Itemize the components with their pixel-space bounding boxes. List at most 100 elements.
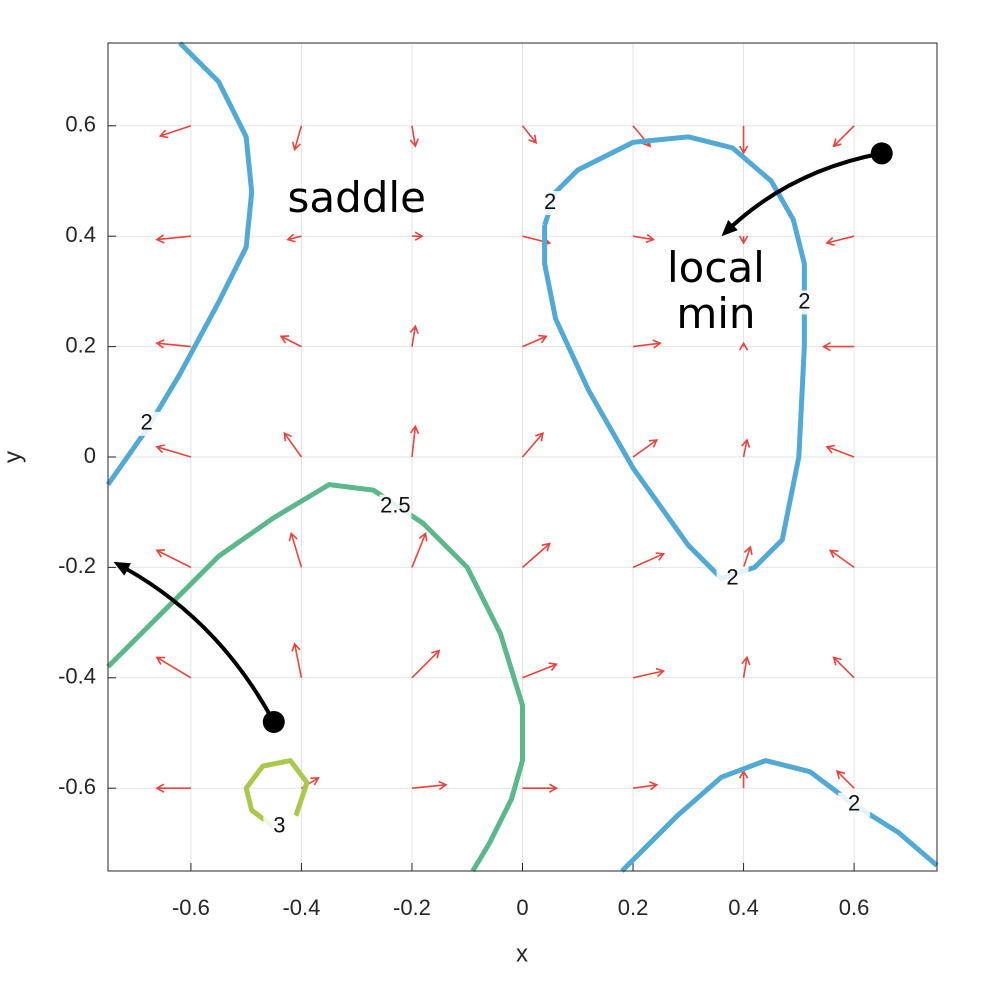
quiver-shaft — [836, 770, 855, 789]
annotation-arrow — [113, 561, 285, 733]
quiver-head — [645, 233, 656, 244]
quiver-head — [409, 138, 419, 148]
quiver-shaft — [411, 784, 447, 789]
quiver-arrow — [738, 341, 749, 351]
quiver-shaft — [521, 432, 544, 458]
annotation-arrow — [721, 142, 893, 237]
x-tick-label: 0.6 — [839, 895, 870, 920]
quiver-shaft — [293, 643, 303, 678]
contour-label: 2 — [141, 410, 153, 435]
plot-frame — [107, 42, 938, 872]
quiver-arrow — [286, 233, 302, 243]
quiver-head — [535, 431, 544, 442]
quiver-shaft — [833, 656, 855, 679]
quiver-arrow — [521, 125, 538, 145]
quiver-head — [741, 655, 751, 666]
quiver-arrow — [409, 125, 419, 148]
quiver-head — [291, 642, 301, 652]
quiver-arrow — [741, 438, 751, 458]
quiver-shaft — [411, 650, 440, 679]
quiver-shaft — [632, 342, 661, 348]
quiver-arrow — [155, 783, 191, 793]
contour-label: 3 — [273, 813, 285, 838]
quiver-head — [648, 439, 659, 448]
y-tick-label: 0.6 — [65, 112, 96, 137]
contour-label-bg — [130, 411, 163, 436]
quiver-shaft — [521, 125, 537, 144]
quiver-head — [738, 341, 749, 351]
quiver-head — [655, 552, 666, 561]
quiver-head — [291, 141, 301, 152]
contour-label: 2 — [798, 288, 810, 313]
quiver-shaft — [742, 439, 748, 458]
x-axis-label: x — [516, 940, 528, 967]
quiver-head — [288, 531, 298, 542]
quiver-arrow — [632, 667, 666, 679]
quiver-shaft — [280, 335, 302, 348]
y-tick-label: 0.4 — [65, 222, 96, 247]
y-tick-label: -0.4 — [58, 664, 96, 689]
quiver-arrow — [155, 339, 191, 349]
annotation: saddle — [287, 172, 426, 222]
quiver-shaft — [287, 235, 302, 241]
quiver-head — [155, 783, 165, 793]
quiver-arrow — [828, 549, 855, 569]
quiver-head — [431, 649, 441, 659]
quiver-head — [741, 438, 751, 448]
quiver-shaft — [632, 553, 664, 569]
quiver-head — [548, 662, 558, 672]
quiver-head — [538, 334, 548, 344]
quiver-arrow — [288, 531, 303, 568]
quiver-head — [418, 531, 428, 542]
arrow-head — [721, 220, 738, 237]
quiver-shaft — [826, 446, 855, 458]
contour-label: 2 — [726, 564, 738, 589]
quiver-shaft — [156, 446, 192, 458]
quiver-head — [155, 549, 165, 558]
quiver-arrow — [291, 642, 303, 678]
quiver-shaft — [833, 125, 855, 147]
quiver-arrow — [522, 334, 548, 348]
quiver-shaft — [522, 335, 547, 348]
contour-label-bg — [534, 191, 567, 216]
quiver-head — [821, 341, 831, 352]
quiver-arrow — [155, 549, 192, 569]
quiver-arrow — [738, 125, 749, 155]
quiver-head — [738, 235, 749, 245]
quiver-head — [155, 339, 165, 349]
quiver-head — [155, 234, 165, 244]
contour-label: 2.5 — [380, 492, 411, 517]
quiver-arrow — [155, 656, 192, 679]
quiver-arrow — [283, 431, 303, 458]
annotation: local min — [666, 243, 765, 339]
quiver-arrow — [742, 545, 753, 568]
quiver-shaft — [290, 533, 303, 568]
arrow-start-dot — [870, 142, 893, 165]
quiver-shaft — [742, 657, 748, 678]
quiver-head — [835, 770, 846, 780]
quiver-arrow — [155, 444, 192, 458]
quiver-shaft — [829, 549, 855, 569]
contour-label: 2 — [848, 791, 860, 816]
quiver-head — [541, 542, 551, 552]
quiver-head — [286, 233, 296, 243]
quiver-head — [155, 444, 165, 454]
quiver-shaft — [411, 326, 417, 347]
quiver-head — [310, 777, 320, 786]
quiver-shaft — [411, 533, 427, 568]
quiver-head — [438, 780, 448, 791]
contour-line — [542, 134, 807, 581]
arrow-head — [113, 561, 131, 576]
quiver-shaft — [411, 125, 417, 147]
quiver-shaft — [283, 432, 303, 458]
quiver-head — [743, 545, 753, 556]
quiver-arrow — [411, 531, 428, 568]
x-tick-label: 0 — [516, 895, 528, 920]
quiver-arrow — [411, 649, 441, 679]
quiver-arrow — [632, 339, 662, 349]
quiver-head — [825, 236, 835, 246]
y-tick-label: 0.2 — [65, 332, 96, 357]
contour-label-bg — [263, 814, 296, 839]
quiver-head — [155, 656, 165, 665]
quiver-head — [649, 781, 659, 791]
